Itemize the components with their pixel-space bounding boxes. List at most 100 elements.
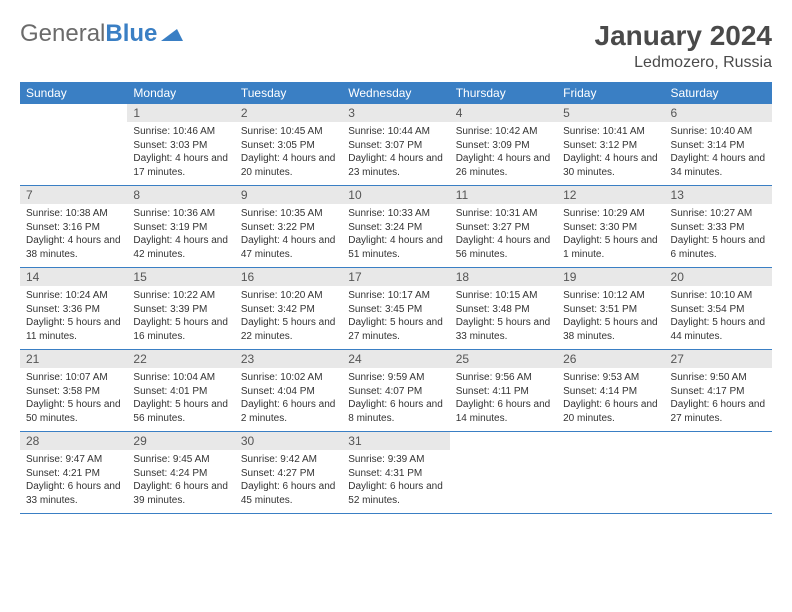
calendar-row: 14Sunrise: 10:24 AMSunset: 3:36 PMDaylig… [20, 268, 772, 350]
day-content: Sunrise: 10:24 AMSunset: 3:36 PMDaylight… [20, 286, 127, 349]
day-number: 18 [450, 268, 557, 286]
calendar-cell: 31Sunrise: 9:39 AMSunset: 4:31 PMDayligh… [342, 432, 449, 514]
calendar-cell: 7Sunrise: 10:38 AMSunset: 3:16 PMDayligh… [20, 186, 127, 268]
logo-text-1: General [20, 20, 105, 48]
calendar-row: 1Sunrise: 10:46 AMSunset: 3:03 PMDayligh… [20, 104, 772, 186]
day-number: 15 [127, 268, 234, 286]
day-content: Sunrise: 10:22 AMSunset: 3:39 PMDaylight… [127, 286, 234, 349]
day-content: Sunrise: 9:59 AMSunset: 4:07 PMDaylight:… [342, 368, 449, 431]
day-number: 31 [342, 432, 449, 450]
day-number: 28 [20, 432, 127, 450]
calendar-cell: 15Sunrise: 10:22 AMSunset: 3:39 PMDaylig… [127, 268, 234, 350]
day-content: Sunrise: 10:46 AMSunset: 3:03 PMDaylight… [127, 122, 234, 185]
day-content: Sunrise: 10:15 AMSunset: 3:48 PMDaylight… [450, 286, 557, 349]
day-number: 25 [450, 350, 557, 368]
calendar-cell: 29Sunrise: 9:45 AMSunset: 4:24 PMDayligh… [127, 432, 234, 514]
day-number: 20 [665, 268, 772, 286]
day-content: Sunrise: 9:56 AMSunset: 4:11 PMDaylight:… [450, 368, 557, 431]
day-content: Sunrise: 9:50 AMSunset: 4:17 PMDaylight:… [665, 368, 772, 431]
header: GeneralBlue January 2024 Ledmozero, Russ… [20, 20, 772, 72]
day-number: 23 [235, 350, 342, 368]
calendar-cell: 4Sunrise: 10:42 AMSunset: 3:09 PMDayligh… [450, 104, 557, 186]
day-content: Sunrise: 10:07 AMSunset: 3:58 PMDaylight… [20, 368, 127, 431]
day-number: 30 [235, 432, 342, 450]
calendar-cell: 21Sunrise: 10:07 AMSunset: 3:58 PMDaylig… [20, 350, 127, 432]
calendar-cell: 11Sunrise: 10:31 AMSunset: 3:27 PMDaylig… [450, 186, 557, 268]
weekday-row: SundayMondayTuesdayWednesdayThursdayFrid… [20, 82, 772, 104]
day-number: 12 [557, 186, 664, 204]
weekday-header: Friday [557, 82, 664, 104]
day-content: Sunrise: 10:31 AMSunset: 3:27 PMDaylight… [450, 204, 557, 267]
day-number: 29 [127, 432, 234, 450]
day-content: Sunrise: 10:27 AMSunset: 3:33 PMDaylight… [665, 204, 772, 267]
day-number: 16 [235, 268, 342, 286]
calendar-cell [557, 432, 664, 514]
calendar-row: 7Sunrise: 10:38 AMSunset: 3:16 PMDayligh… [20, 186, 772, 268]
calendar-cell: 20Sunrise: 10:10 AMSunset: 3:54 PMDaylig… [665, 268, 772, 350]
day-content: Sunrise: 9:47 AMSunset: 4:21 PMDaylight:… [20, 450, 127, 513]
calendar-cell: 26Sunrise: 9:53 AMSunset: 4:14 PMDayligh… [557, 350, 664, 432]
calendar-cell: 16Sunrise: 10:20 AMSunset: 3:42 PMDaylig… [235, 268, 342, 350]
weekday-header: Thursday [450, 82, 557, 104]
calendar-body: 1Sunrise: 10:46 AMSunset: 3:03 PMDayligh… [20, 104, 772, 514]
day-content: Sunrise: 10:38 AMSunset: 3:16 PMDaylight… [20, 204, 127, 267]
calendar-cell: 12Sunrise: 10:29 AMSunset: 3:30 PMDaylig… [557, 186, 664, 268]
day-number: 22 [127, 350, 234, 368]
day-content: Sunrise: 9:45 AMSunset: 4:24 PMDaylight:… [127, 450, 234, 513]
day-number: 2 [235, 104, 342, 122]
day-content: Sunrise: 10:10 AMSunset: 3:54 PMDaylight… [665, 286, 772, 349]
calendar-cell [665, 432, 772, 514]
day-content: Sunrise: 10:36 AMSunset: 3:19 PMDaylight… [127, 204, 234, 267]
day-number: 7 [20, 186, 127, 204]
day-content: Sunrise: 9:53 AMSunset: 4:14 PMDaylight:… [557, 368, 664, 431]
logo-icon [161, 20, 183, 48]
logo-text-2: Blue [105, 20, 157, 48]
day-number: 14 [20, 268, 127, 286]
day-number: 26 [557, 350, 664, 368]
calendar-cell: 28Sunrise: 9:47 AMSunset: 4:21 PMDayligh… [20, 432, 127, 514]
day-content: Sunrise: 10:41 AMSunset: 3:12 PMDaylight… [557, 122, 664, 185]
calendar-cell: 14Sunrise: 10:24 AMSunset: 3:36 PMDaylig… [20, 268, 127, 350]
day-content: Sunrise: 9:39 AMSunset: 4:31 PMDaylight:… [342, 450, 449, 513]
day-number: 1 [127, 104, 234, 122]
day-number: 8 [127, 186, 234, 204]
calendar-cell: 19Sunrise: 10:12 AMSunset: 3:51 PMDaylig… [557, 268, 664, 350]
calendar-cell: 18Sunrise: 10:15 AMSunset: 3:48 PMDaylig… [450, 268, 557, 350]
day-content: Sunrise: 9:42 AMSunset: 4:27 PMDaylight:… [235, 450, 342, 513]
day-number: 13 [665, 186, 772, 204]
weekday-header: Wednesday [342, 82, 449, 104]
calendar-cell: 17Sunrise: 10:17 AMSunset: 3:45 PMDaylig… [342, 268, 449, 350]
weekday-header: Monday [127, 82, 234, 104]
day-content: Sunrise: 10:04 AMSunset: 4:01 PMDaylight… [127, 368, 234, 431]
day-number: 11 [450, 186, 557, 204]
day-content: Sunrise: 10:29 AMSunset: 3:30 PMDaylight… [557, 204, 664, 267]
month-title: January 2024 [595, 20, 772, 52]
weekday-header: Tuesday [235, 82, 342, 104]
calendar-cell: 24Sunrise: 9:59 AMSunset: 4:07 PMDayligh… [342, 350, 449, 432]
day-content: Sunrise: 10:02 AMSunset: 4:04 PMDaylight… [235, 368, 342, 431]
calendar-cell: 3Sunrise: 10:44 AMSunset: 3:07 PMDayligh… [342, 104, 449, 186]
location: Ledmozero, Russia [595, 54, 772, 72]
calendar-cell: 1Sunrise: 10:46 AMSunset: 3:03 PMDayligh… [127, 104, 234, 186]
calendar-cell: 5Sunrise: 10:41 AMSunset: 3:12 PMDayligh… [557, 104, 664, 186]
calendar-row: 21Sunrise: 10:07 AMSunset: 3:58 PMDaylig… [20, 350, 772, 432]
calendar-cell [450, 432, 557, 514]
calendar-table: SundayMondayTuesdayWednesdayThursdayFrid… [20, 82, 772, 514]
logo: GeneralBlue [20, 20, 183, 48]
calendar-cell: 6Sunrise: 10:40 AMSunset: 3:14 PMDayligh… [665, 104, 772, 186]
day-number: 27 [665, 350, 772, 368]
day-number: 6 [665, 104, 772, 122]
weekday-header: Saturday [665, 82, 772, 104]
day-number: 24 [342, 350, 449, 368]
calendar-row: 28Sunrise: 9:47 AMSunset: 4:21 PMDayligh… [20, 432, 772, 514]
calendar-cell: 10Sunrise: 10:33 AMSunset: 3:24 PMDaylig… [342, 186, 449, 268]
day-content: Sunrise: 10:42 AMSunset: 3:09 PMDaylight… [450, 122, 557, 185]
calendar-cell [20, 104, 127, 186]
day-number: 17 [342, 268, 449, 286]
day-number: 19 [557, 268, 664, 286]
calendar-cell: 27Sunrise: 9:50 AMSunset: 4:17 PMDayligh… [665, 350, 772, 432]
calendar-cell: 23Sunrise: 10:02 AMSunset: 4:04 PMDaylig… [235, 350, 342, 432]
title-block: January 2024 Ledmozero, Russia [595, 20, 772, 72]
day-number: 9 [235, 186, 342, 204]
day-number: 21 [20, 350, 127, 368]
